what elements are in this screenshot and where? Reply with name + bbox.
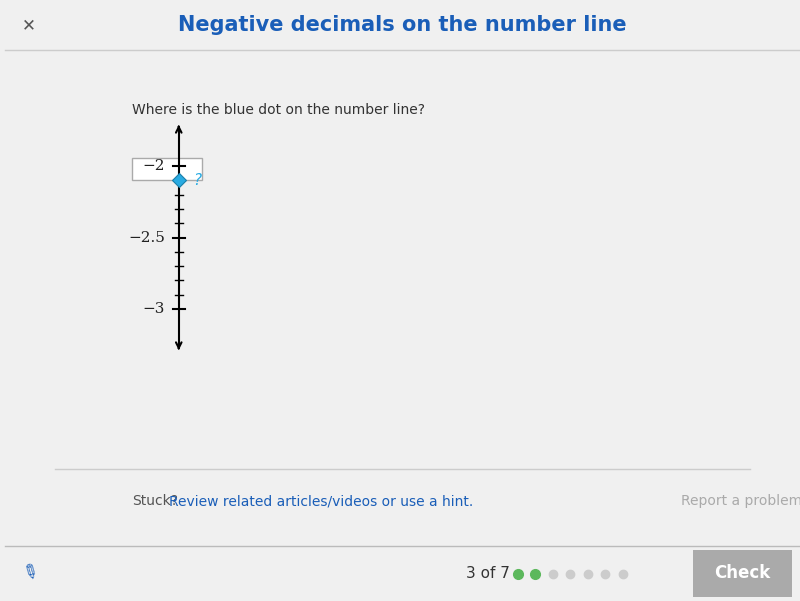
Text: Stuck?: Stuck?	[132, 495, 178, 508]
Text: Check: Check	[714, 564, 770, 582]
Text: ✎: ✎	[17, 561, 41, 586]
Text: −3: −3	[142, 302, 165, 316]
Text: Negative decimals on the number line: Negative decimals on the number line	[178, 15, 626, 35]
Text: −2.5: −2.5	[128, 231, 165, 245]
Bar	[132, 158, 202, 180]
Text: Where is the blue dot on the number line?: Where is the blue dot on the number line…	[132, 103, 425, 117]
Bar	[693, 551, 792, 597]
Text: Review related articles/videos or use a hint.: Review related articles/videos or use a …	[169, 495, 473, 508]
Text: −2: −2	[142, 159, 165, 173]
Text: 3 of 7: 3 of 7	[466, 566, 510, 581]
Text: Report a problem: Report a problem	[681, 495, 800, 508]
Text: ?: ?	[193, 172, 201, 188]
Text: ✕: ✕	[22, 16, 35, 34]
